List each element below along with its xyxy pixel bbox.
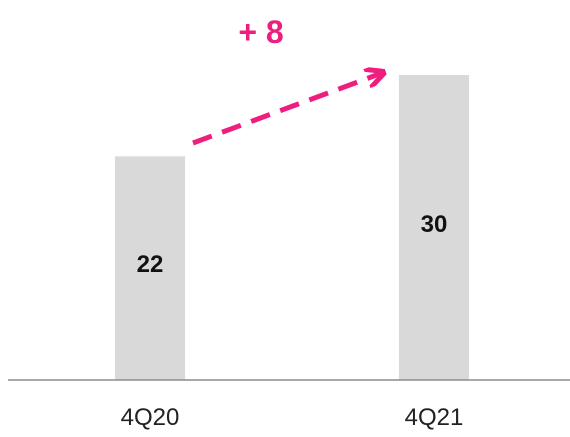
- x-tick-label-4q20: 4Q20: [121, 404, 180, 431]
- x-tick-label-4q21: 4Q21: [405, 404, 464, 431]
- value-label-4q20: 22: [137, 251, 164, 278]
- value-label-4q21: 30: [421, 211, 448, 238]
- bar-4q21: [399, 75, 469, 380]
- increase-label: + 8: [238, 14, 283, 50]
- bar-4q20: [115, 156, 185, 380]
- increase-arrow: [192, 73, 382, 146]
